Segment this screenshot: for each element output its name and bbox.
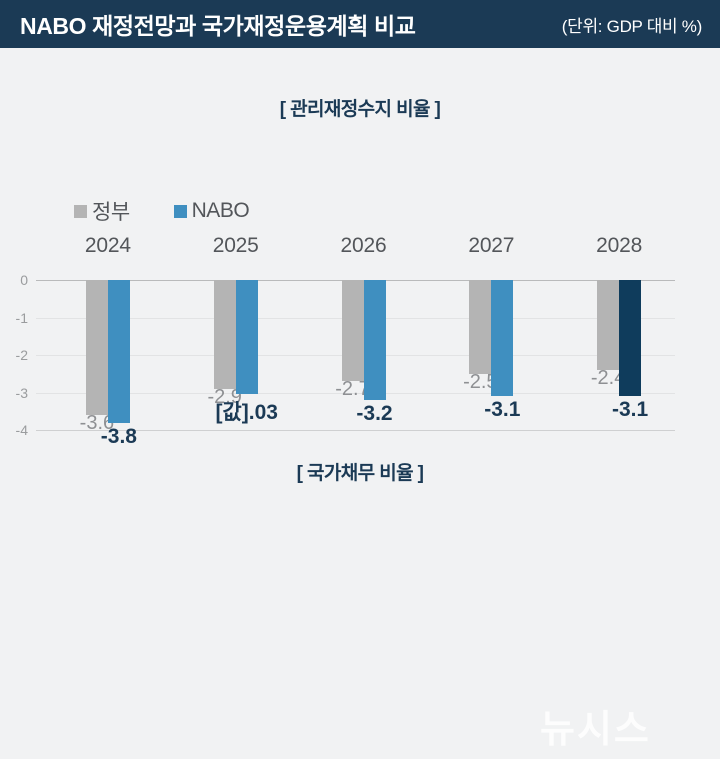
value-label-gov-2025: -2.9: [207, 385, 242, 408]
value-label-gov-2024: -3.6: [79, 412, 115, 434]
value-label-gov-2028: -2.4: [590, 367, 626, 389]
plot-area-fiscal-balance: 0 -1 -2 -3 -4 2024 -3.6 -3.8 2025 -2.9 [값].03 2026 -…: [16, 234, 675, 448]
bar-nabo-2028: [619, 280, 642, 397]
y-axis-tick-label: -3: [15, 384, 28, 401]
bar-gov-2026: [341, 280, 364, 382]
bar-nabo-2024: [107, 280, 130, 423]
legend-item-nabo: NABO: [173, 199, 250, 223]
bar-nabo-2027: [491, 280, 514, 397]
y-axis-tick-label: -1: [15, 309, 28, 326]
value-label-gov-2026: -2.7: [335, 378, 370, 401]
chart-panel-national-debt: [ 국가채무 비율 ] 정부 NABO 54525048464442202447…: [0, 430, 720, 759]
unit-note: (단위: GDP 대비 %): [561, 16, 703, 36]
legend-fiscal-balance: 정부 NABO: [74, 196, 250, 226]
value-label-nabo-2024: -3.8: [100, 424, 137, 448]
chart-title-fiscal-balance: [ 관리재정수지 비율 ]: [279, 99, 441, 120]
x-axis-tick-label: 2025: [212, 234, 259, 257]
x-axis-tick-label: 2027: [468, 234, 515, 257]
y-axis-tick-label: -4: [15, 422, 28, 438]
value-label-nabo-2027: -3.1: [484, 398, 521, 422]
gridline: [36, 430, 675, 431]
gridline: [36, 392, 675, 394]
bar-nabo-2025: [235, 280, 258, 394]
bar-gov-2027: [469, 280, 492, 374]
value-label-nabo-2025: [값].03: [215, 400, 278, 424]
chart-title-national-debt: [ 국가채무 비율 ]: [296, 463, 424, 484]
legend-label-gov: 정부: [92, 201, 130, 224]
bar-nabo-2026: [363, 280, 386, 400]
chart-panel-fiscal-balance: [ 관리재정수지 비율 ] 정부 NABO 0 -1 -2 -3 -4 2024 -3.6-…: [0, 48, 720, 448]
legend-label-nabo: NABO: [191, 199, 250, 222]
bar-gov-2025: [213, 280, 236, 389]
legend-swatch-nabo-icon: [173, 204, 187, 218]
x-axis-tick-label: 2024: [84, 234, 131, 257]
y-axis-tick-label: 0: [20, 272, 28, 288]
value-label-nabo-2026: -3.2: [356, 402, 393, 425]
legend-item-gov: 정부: [74, 196, 130, 226]
bar-gov-2028: [597, 280, 620, 370]
x-axis-tick-label: 2028: [596, 234, 643, 257]
x-axis-tick-label: 2026: [340, 234, 387, 257]
value-label-nabo-2028: -3.1: [612, 398, 649, 422]
y-axis-tick-label: -2: [15, 347, 28, 363]
legend-swatch-gov-icon: [74, 204, 87, 218]
value-label-gov-2027: -2.5: [463, 370, 498, 393]
page-title: NABO 재정전망과 국가재정운용계획 비교: [20, 13, 416, 39]
header-bar: NABO 재정전망과 국가재정운용계획 비교 (단위: GDP 대비 %): [0, 0, 720, 48]
bar-gov-2024: [85, 280, 108, 415]
